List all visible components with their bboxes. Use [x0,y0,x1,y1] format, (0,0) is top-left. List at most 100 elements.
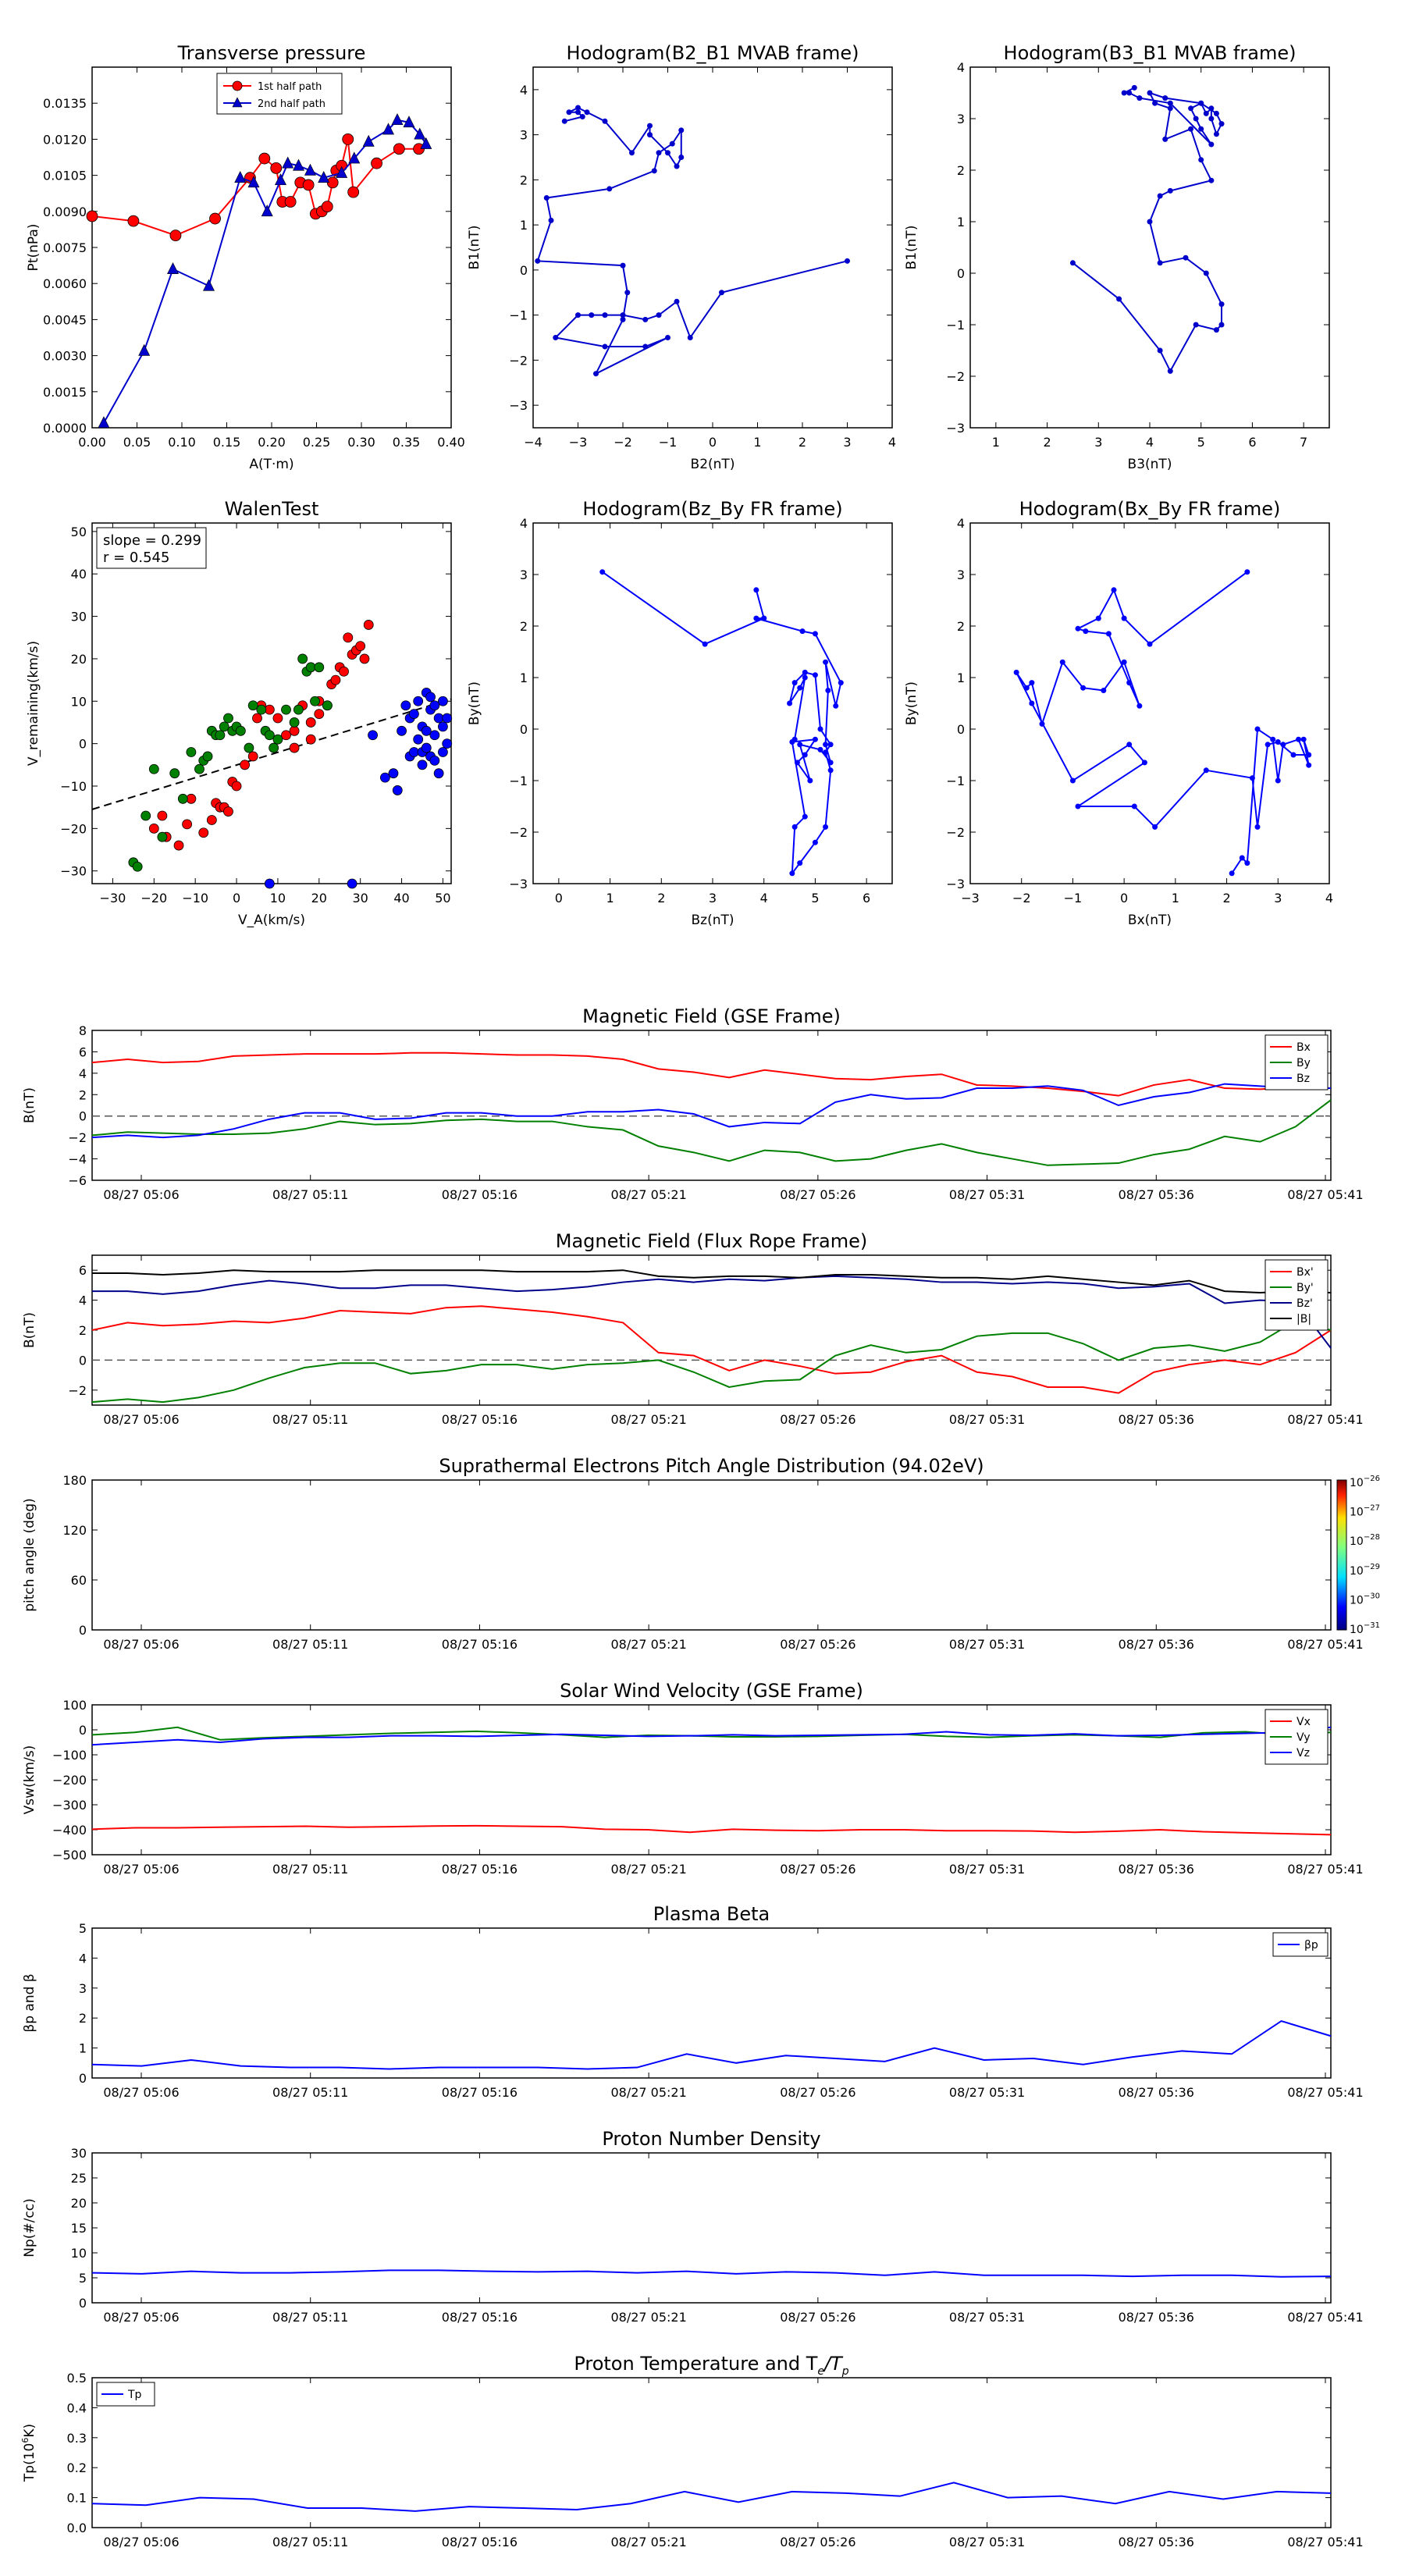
colorbar-label: 10−30 [1350,1592,1380,1606]
data-point [791,680,798,686]
data-point [342,133,354,145]
y-tick-label: 4 [79,1066,87,1081]
y-tick-label: 10 [71,694,87,709]
data-point [270,162,283,174]
y-axis-label: V_remaining(km/s) [26,641,41,766]
x-tick-label: 6 [863,891,870,906]
data-point [169,229,182,242]
series-line [91,1824,1332,1836]
x-tick-label: 08/27 05:21 [610,1637,686,1652]
data-point [194,763,205,774]
plot-frame [969,522,1330,884]
data-point [1095,615,1101,621]
data-point [363,620,374,630]
data-point [148,823,159,834]
data-point [1270,736,1276,742]
data-point [355,641,366,652]
x-tick-label: 08/27 05:31 [949,2085,1025,2100]
x-tick-label: 08/27 05:11 [272,1412,348,1427]
data-point [827,742,834,748]
data-point [802,674,808,681]
y-tick-label: 15 [71,2221,87,2236]
data-point [1131,803,1137,809]
data-point [1213,131,1219,137]
x-tick-label: 5 [1197,435,1205,450]
title-subscript: e [817,2365,824,2378]
x-tick-label: 0.10 [168,435,196,450]
colorbar [1336,1479,1347,1631]
x-tick-label: 2 [799,435,806,450]
plot-frame [532,66,893,429]
chart-title: Hodogram(Bz_By FR frame) [582,498,842,520]
data-point [1193,322,1199,328]
data-point [1136,703,1143,709]
x-tick-label: 3 [843,435,851,450]
data-point [620,262,626,269]
x-tick-label: 08/27 05:41 [1287,1412,1363,1427]
data-point [1105,631,1112,637]
data-point [797,742,803,748]
colorbar-label: 10−29 [1350,1563,1380,1578]
data-point [393,143,405,155]
data-point [198,827,209,838]
data-point [1121,615,1127,621]
data-point [543,194,550,201]
data-point [310,696,320,706]
data-point [1203,270,1209,276]
y-tick-label: 20 [71,2196,87,2211]
data-point [140,810,151,821]
x-tick-label: 08/27 05:16 [442,2310,518,2325]
data-point [674,298,680,304]
data-point [789,870,795,877]
x-tick-label: 08/27 05:11 [272,2310,348,2325]
y-tick-label: −3 [509,398,528,413]
data-point [215,730,226,741]
data-point [1029,700,1035,706]
y-tick-label: 3 [79,1981,87,1996]
y-tick-label: −1 [509,308,528,323]
y-tick-label: −2 [68,1130,87,1145]
data-point [1229,870,1235,877]
y-tick-label: 40 [71,567,87,582]
x-tick-label: 08/27 05:26 [780,2535,855,2549]
plot-frame [91,2377,1332,2528]
chart-panel-5: Hodogram(Bx_By FR frame) −3 −2 −1 0 1 2 3 4 −3 −2 −… [904,498,1333,928]
data-point [823,659,829,665]
x-tick-label: 08/27 05:06 [103,2310,179,2325]
data-point [1264,742,1271,748]
title-frac: /T [823,2353,844,2375]
y-tick-label: 0.4 [67,2400,87,2415]
data-point [1162,95,1168,101]
y-axis-label: B(nT) [22,1087,37,1123]
y-tick-label: 1 [957,215,965,229]
data-point [575,105,581,111]
data-point [702,641,708,647]
x-tick-label: 08/27 05:26 [780,1637,855,1652]
colorbar-exponent: −31 [1364,1621,1380,1630]
y-axis-label: Np(#/cc) [22,2198,37,2257]
data-point [1183,254,1189,261]
data-point [1188,126,1194,132]
y-axis-label: Pt(nPa) [26,224,41,272]
data-point [304,163,316,176]
chart-panel-9: Solar Wind Velocity (GSE Frame) Vsw(km/s)… [22,1680,1364,1877]
x-tick-label: 08/27 05:11 [272,1187,348,1202]
plot-frame [91,2152,1332,2304]
data-point [802,669,808,675]
y-tick-label: 0 [520,722,528,737]
series-line [91,139,419,237]
data-point [802,813,808,820]
x-tick-label: 6 [1248,435,1256,450]
colorbar-label: 10−26 [1350,1475,1380,1489]
x-tick-label: 08/27 05:26 [780,2085,855,2100]
colorbar-label: 10−28 [1350,1533,1380,1548]
x-tick-label: 2 [1043,435,1051,450]
x-tick-label: 2 [657,891,665,906]
x-tick-label: 0.30 [347,435,375,450]
chart-panel-6: Magnetic Field (GSE Frame) B(nT) 08/27 05:… [22,1005,1364,1202]
data-point [438,721,448,732]
chart-title: WalenTest [225,498,319,520]
data-point [817,726,823,732]
series-line [91,2269,1332,2278]
data-point [1069,777,1076,784]
